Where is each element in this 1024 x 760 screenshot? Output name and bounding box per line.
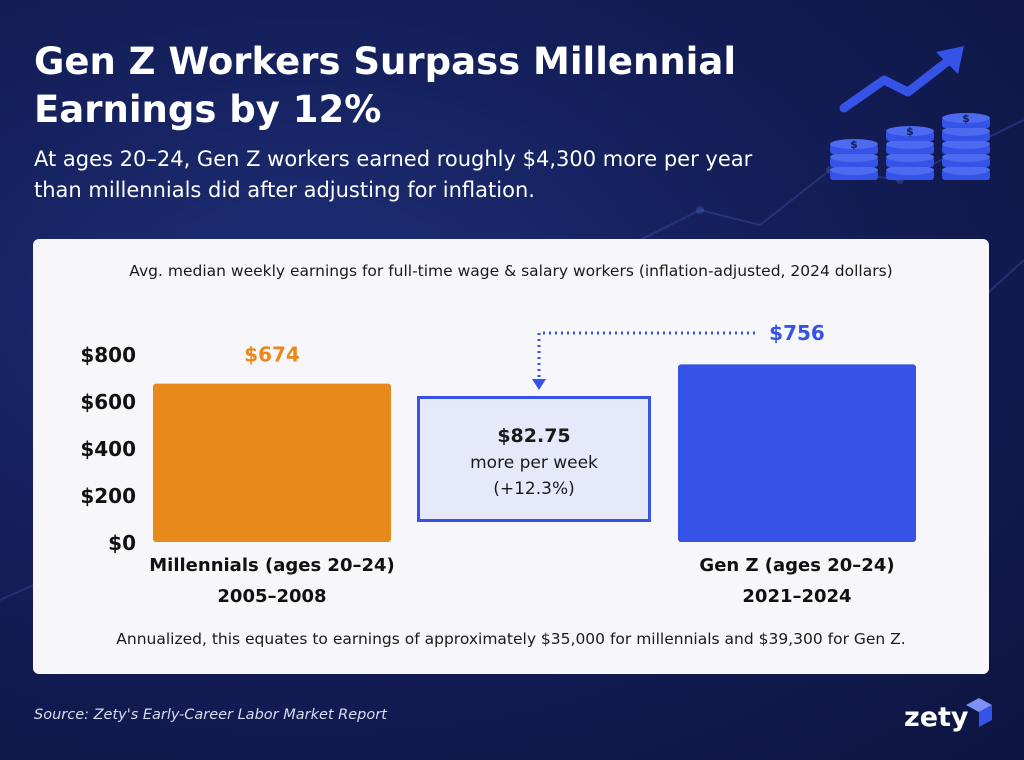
category-years-label: 2021–2024 [742,586,851,607]
coin-dollar-sign: $ [850,138,858,151]
y-tick-label: $800 [80,343,136,367]
difference-callout: $82.75 more per week (+12.3%) [417,396,651,522]
chart-description: Avg. median weekly earnings for full-tim… [129,262,893,280]
chart-card: Avg. median weekly earnings for full-tim… [33,239,989,674]
y-tick-label: $600 [80,390,136,414]
callout-line-2: (+12.3%) [493,479,575,499]
callout-line-1: more per week [470,453,598,473]
y-tick-label: $0 [108,531,136,555]
bar-2 [678,364,916,542]
category-label: Gen Z (ages 20–24) [699,555,894,576]
category-label: Millennials (ages 20–24) [149,555,395,576]
zety-logo: zety [904,698,996,740]
annualized-footnote: Annualized, this equates to earnings of … [116,630,906,648]
callout-amount: $82.75 [497,425,571,447]
y-tick-label: $400 [80,437,136,461]
connector-arrow-icon [532,379,546,390]
coin-dollar-sign: $ [906,125,914,138]
page-subtitle: At ages 20–24, Gen Z workers earned roug… [34,147,753,202]
bar-chart: $0 $200 $400 $600 $800 $674 Millennials (ages … [80,321,916,607]
category-years-label: 2005–2008 [217,586,326,607]
logo-cube-icon [966,698,992,727]
y-tick-label: $200 [80,484,136,508]
bar-1 [153,383,391,542]
bar-value-label: $756 [769,321,825,345]
page-title: Gen Z Workers Surpass Millennial Earning… [34,40,737,131]
coin-dollar-sign: $ [962,112,970,125]
bar-value-label: $674 [244,343,300,367]
logo-text: zety [904,702,969,733]
source-note: Source: Zety's Early-Career Labor Market… [34,707,387,723]
money-growth-icon: $ $ $ [830,46,990,180]
connector-line [537,331,755,379]
